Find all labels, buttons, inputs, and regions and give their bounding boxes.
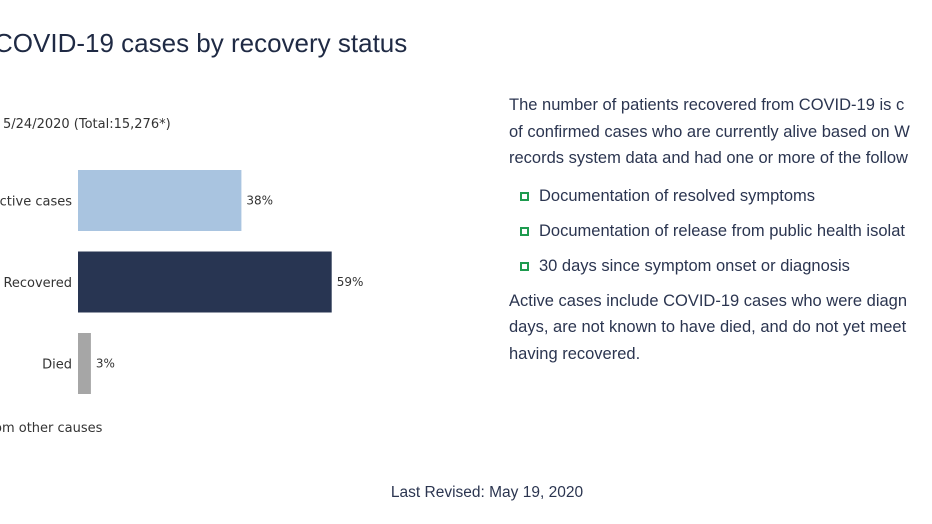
chart-footnote: om other causes xyxy=(0,421,103,436)
criteria-item-text: Documentation of release from public hea… xyxy=(539,221,905,240)
square-bullet-icon xyxy=(520,191,529,201)
description-line: having recovered. xyxy=(509,344,641,363)
bar-died xyxy=(78,333,91,394)
category-label: Recovered xyxy=(3,276,72,291)
description-paragraph-1: The number of patients recovered from CO… xyxy=(509,92,932,172)
description-line: of confirmed cases who are currently ali… xyxy=(509,122,910,141)
square-bullet-icon xyxy=(520,226,529,236)
bar-active-cases xyxy=(78,170,242,231)
value-label: 38% xyxy=(246,194,273,208)
description-line: days, are not known to have died, and do… xyxy=(509,318,907,336)
category-label: Died xyxy=(42,358,72,373)
bar-recovered xyxy=(78,251,332,313)
description-paragraph-2: Active cases include COVID-19 cases who … xyxy=(509,288,932,368)
chart-title: COVID-19 cases by recovery status xyxy=(0,28,408,58)
chart-subtitle: 5/24/2020 (Total:15,276*) xyxy=(3,117,171,132)
description-line: records system data and had one or more … xyxy=(509,149,908,167)
recovery-criteria-list: Documentation of resolved symptoms Docum… xyxy=(509,186,932,276)
recovery-status-bar-chart: Active cases 38% Recovered 59% Died 3% xyxy=(0,170,364,394)
value-label: 59% xyxy=(337,275,364,289)
description-panel: The number of patients recovered from CO… xyxy=(509,92,932,367)
criteria-item-text: 30 days since symptom onset or diagnosis xyxy=(539,256,850,275)
description-line: The number of patients recovered from CO… xyxy=(509,96,905,114)
criteria-item: Documentation of resolved symptoms xyxy=(509,186,932,206)
last-revised-date: Last Revised: May 19, 2020 xyxy=(390,484,584,501)
square-bullet-icon xyxy=(520,261,529,271)
criteria-item-text: Documentation of resolved symptoms xyxy=(539,186,816,205)
description-line: Active cases include COVID-19 cases who … xyxy=(509,291,908,310)
criteria-item: Documentation of release from public hea… xyxy=(509,221,932,241)
value-label: 3% xyxy=(96,357,115,371)
category-label: Active cases xyxy=(0,195,72,210)
criteria-item: 30 days since symptom onset or diagnosis xyxy=(509,256,932,276)
